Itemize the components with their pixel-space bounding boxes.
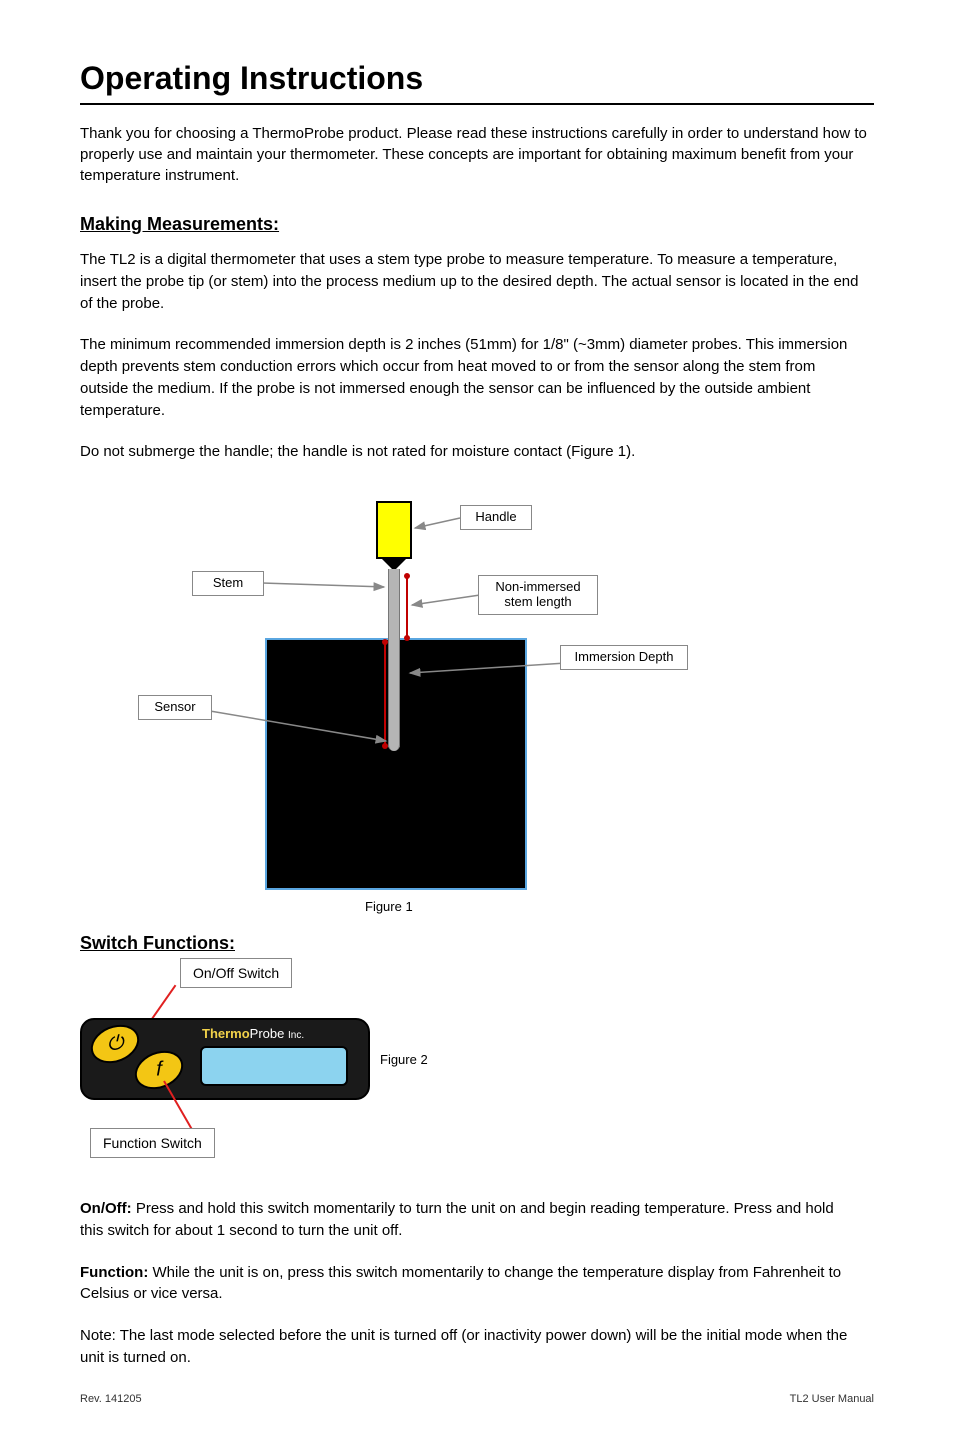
lcd-screen — [200, 1046, 348, 1086]
function-button[interactable]: f — [129, 1044, 189, 1096]
page-footer: Rev. 141205 TL2 User Manual — [80, 1393, 874, 1405]
device-panel-diagram: On/Off Switch ThermoProbe Inc. ⏻ f Funct… — [80, 958, 460, 1188]
dim-dot — [404, 573, 410, 579]
switch-functions-heading: Switch Functions: — [80, 933, 874, 954]
brand-probe: Probe — [250, 1026, 285, 1041]
label-immersion-depth: Immersion Depth — [560, 645, 688, 670]
dim-dot — [382, 743, 388, 749]
probe-diagram: Handle Stem Non-immersed stem length Imm… — [80, 483, 780, 903]
diagram-caption: Figure 1 — [365, 899, 413, 914]
probe-shaft — [388, 569, 400, 747]
function-desc-label: Function: — [80, 1264, 148, 1281]
dim-dot — [382, 639, 388, 645]
dim-non-immersed — [406, 577, 408, 639]
document-page: Operating Instructions Thank you for cho… — [0, 0, 954, 1429]
function-desc-text: While the unit is on, press this switch … — [80, 1264, 841, 1303]
making-measurements-p2: The minimum recommended immersion depth … — [80, 334, 860, 421]
power-icon: ⏻ — [107, 1033, 123, 1056]
function-icon: f — [156, 1059, 162, 1082]
title-rule — [80, 103, 874, 105]
label-function-switch: Function Switch — [90, 1128, 215, 1158]
brand-inc: Inc. — [288, 1030, 304, 1041]
making-measurements-p1: The TL2 is a digital thermometer that us… — [80, 249, 860, 314]
on-off-desc-text: Press and hold this switch momentarily t… — [80, 1200, 834, 1239]
on-off-desc-label: On/Off: — [80, 1200, 132, 1217]
probe-sensor-tip — [388, 733, 400, 751]
label-non-immersed: Non-immersed stem length — [478, 575, 598, 615]
label-sensor: Sensor — [138, 695, 212, 720]
brand-thermo: Thermo — [202, 1026, 250, 1041]
page-title: Operating Instructions — [80, 60, 874, 97]
on-off-button[interactable]: ⏻ — [85, 1018, 145, 1070]
thermometer-body: ThermoProbe Inc. ⏻ f — [80, 1018, 370, 1100]
dim-dot — [404, 635, 410, 641]
switch-note: Note: The last mode selected before the … — [80, 1325, 860, 1369]
footer-right: TL2 User Manual — [790, 1393, 874, 1405]
label-on-off-switch: On/Off Switch — [180, 958, 292, 988]
label-stem: Stem — [192, 571, 264, 596]
intro-paragraph: Thank you for choosing a ThermoProbe pro… — [80, 123, 874, 186]
making-measurements-heading: Making Measurements: — [80, 214, 874, 235]
probe-handle — [376, 501, 412, 559]
function-description: Function: While the unit is on, press th… — [80, 1262, 860, 1306]
dim-immersion-depth — [384, 643, 386, 747]
label-handle: Handle — [460, 505, 532, 530]
making-measurements-p3: Do not submerge the handle; the handle i… — [80, 441, 860, 463]
brand-label: ThermoProbe Inc. — [202, 1026, 304, 1041]
device-caption: Figure 2 — [380, 1052, 428, 1067]
footer-left: Rev. 141205 — [80, 1393, 142, 1405]
